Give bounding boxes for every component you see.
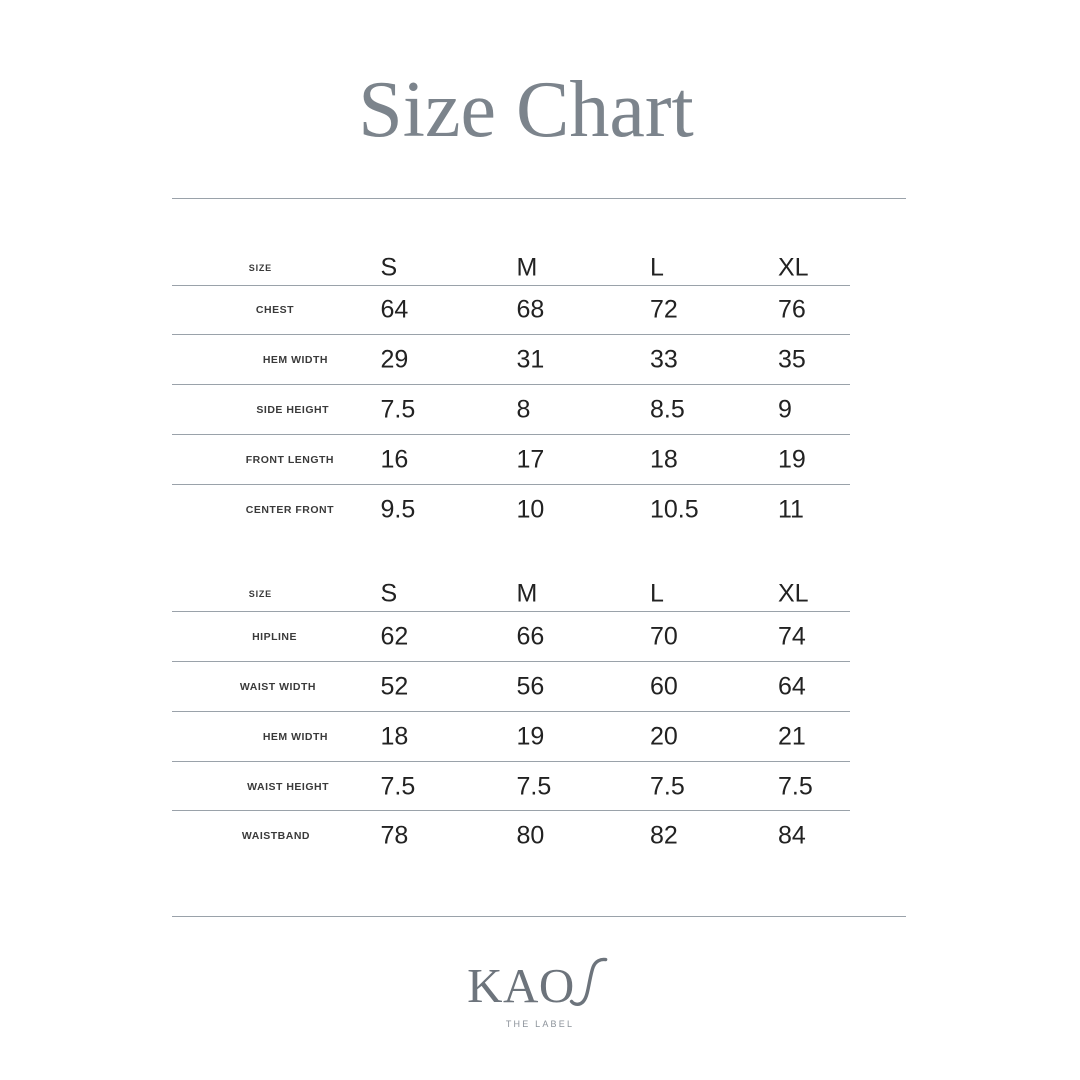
svg-text:KAO: KAO <box>467 958 575 1013</box>
